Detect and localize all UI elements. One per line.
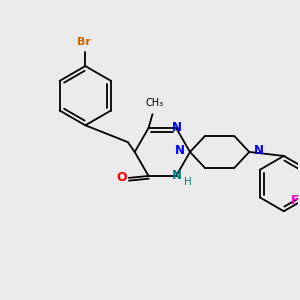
Text: N: N [172,169,182,182]
Text: N: N [172,121,182,134]
Text: O: O [116,171,127,184]
Text: Br: Br [77,37,91,47]
Text: N: N [254,143,264,157]
Text: N: N [175,143,185,157]
Text: F: F [291,194,300,207]
Text: CH₃: CH₃ [146,98,164,108]
Text: H: H [184,177,192,187]
